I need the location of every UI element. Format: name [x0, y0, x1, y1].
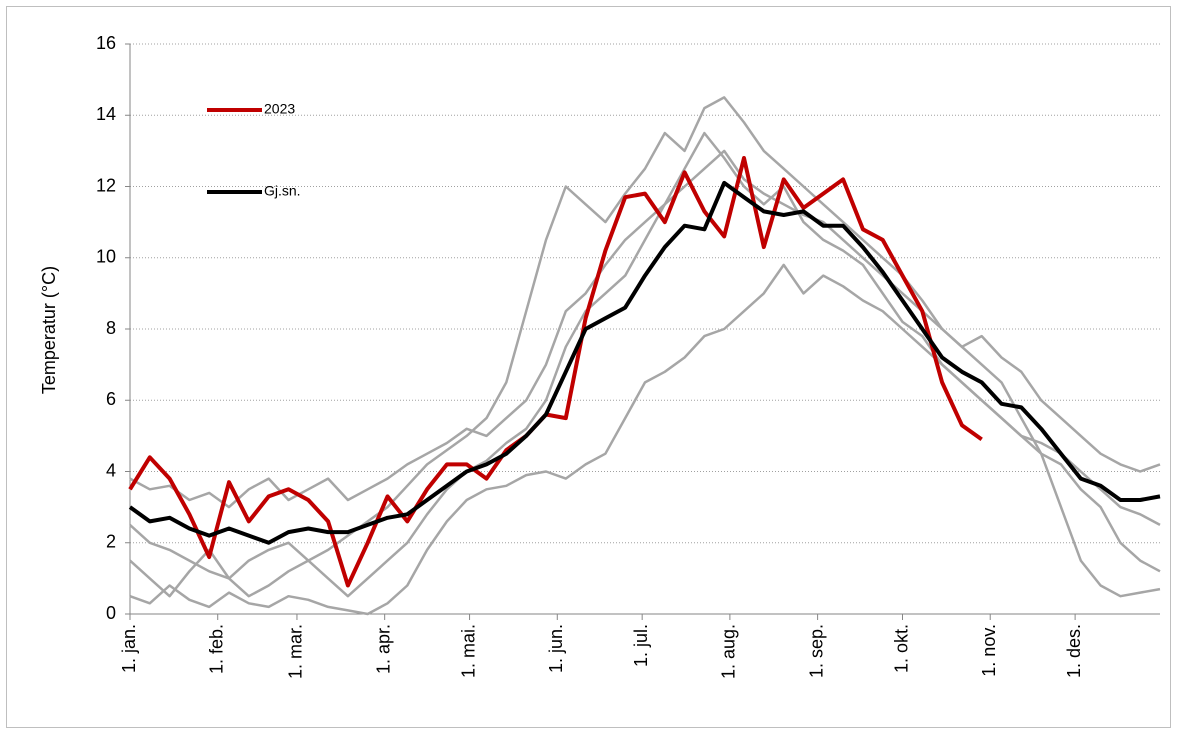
y-tick-label: 10 [96, 247, 116, 267]
y-tick-label: 6 [106, 389, 116, 409]
legend-label: Gj.sn. [264, 183, 301, 199]
y-tick-label: 12 [96, 175, 116, 195]
x-tick-label: 1. des. [1064, 624, 1084, 678]
y-tick-label: 16 [96, 33, 116, 53]
x-tick-label: 1. jan. [119, 624, 139, 673]
series-line [129, 96, 1161, 598]
y-tick-label: 14 [96, 104, 116, 124]
x-tick-label: 1. apr. [373, 624, 393, 674]
x-tick-label: 1. aug. [719, 624, 739, 679]
y-tick-label: 2 [106, 532, 116, 552]
x-tick-label: 1. mar. [286, 624, 306, 679]
series-line [128, 156, 983, 588]
x-tick-label: 1. sep. [806, 624, 826, 678]
y-tick-label: 0 [106, 603, 116, 623]
x-tick-label: 1. jul. [631, 624, 651, 667]
x-tick-label: 1. nov. [979, 624, 999, 677]
x-tick-label: 1. jun. [546, 624, 566, 673]
series-line [129, 263, 1161, 616]
series-line [128, 180, 1161, 545]
x-tick-label: 1. okt. [891, 624, 911, 673]
x-tick-label: 1. feb. [206, 624, 226, 674]
y-axis-title: Temperatur (°C) [39, 266, 59, 394]
y-tick-label: 4 [106, 460, 116, 480]
y-tick-label: 8 [106, 318, 116, 338]
chart-frame [6, 6, 1171, 728]
x-tick-label: 1. mai. [458, 624, 478, 678]
legend-label: 2023 [264, 101, 295, 117]
series-line [129, 149, 1161, 509]
series-line [129, 131, 1161, 598]
